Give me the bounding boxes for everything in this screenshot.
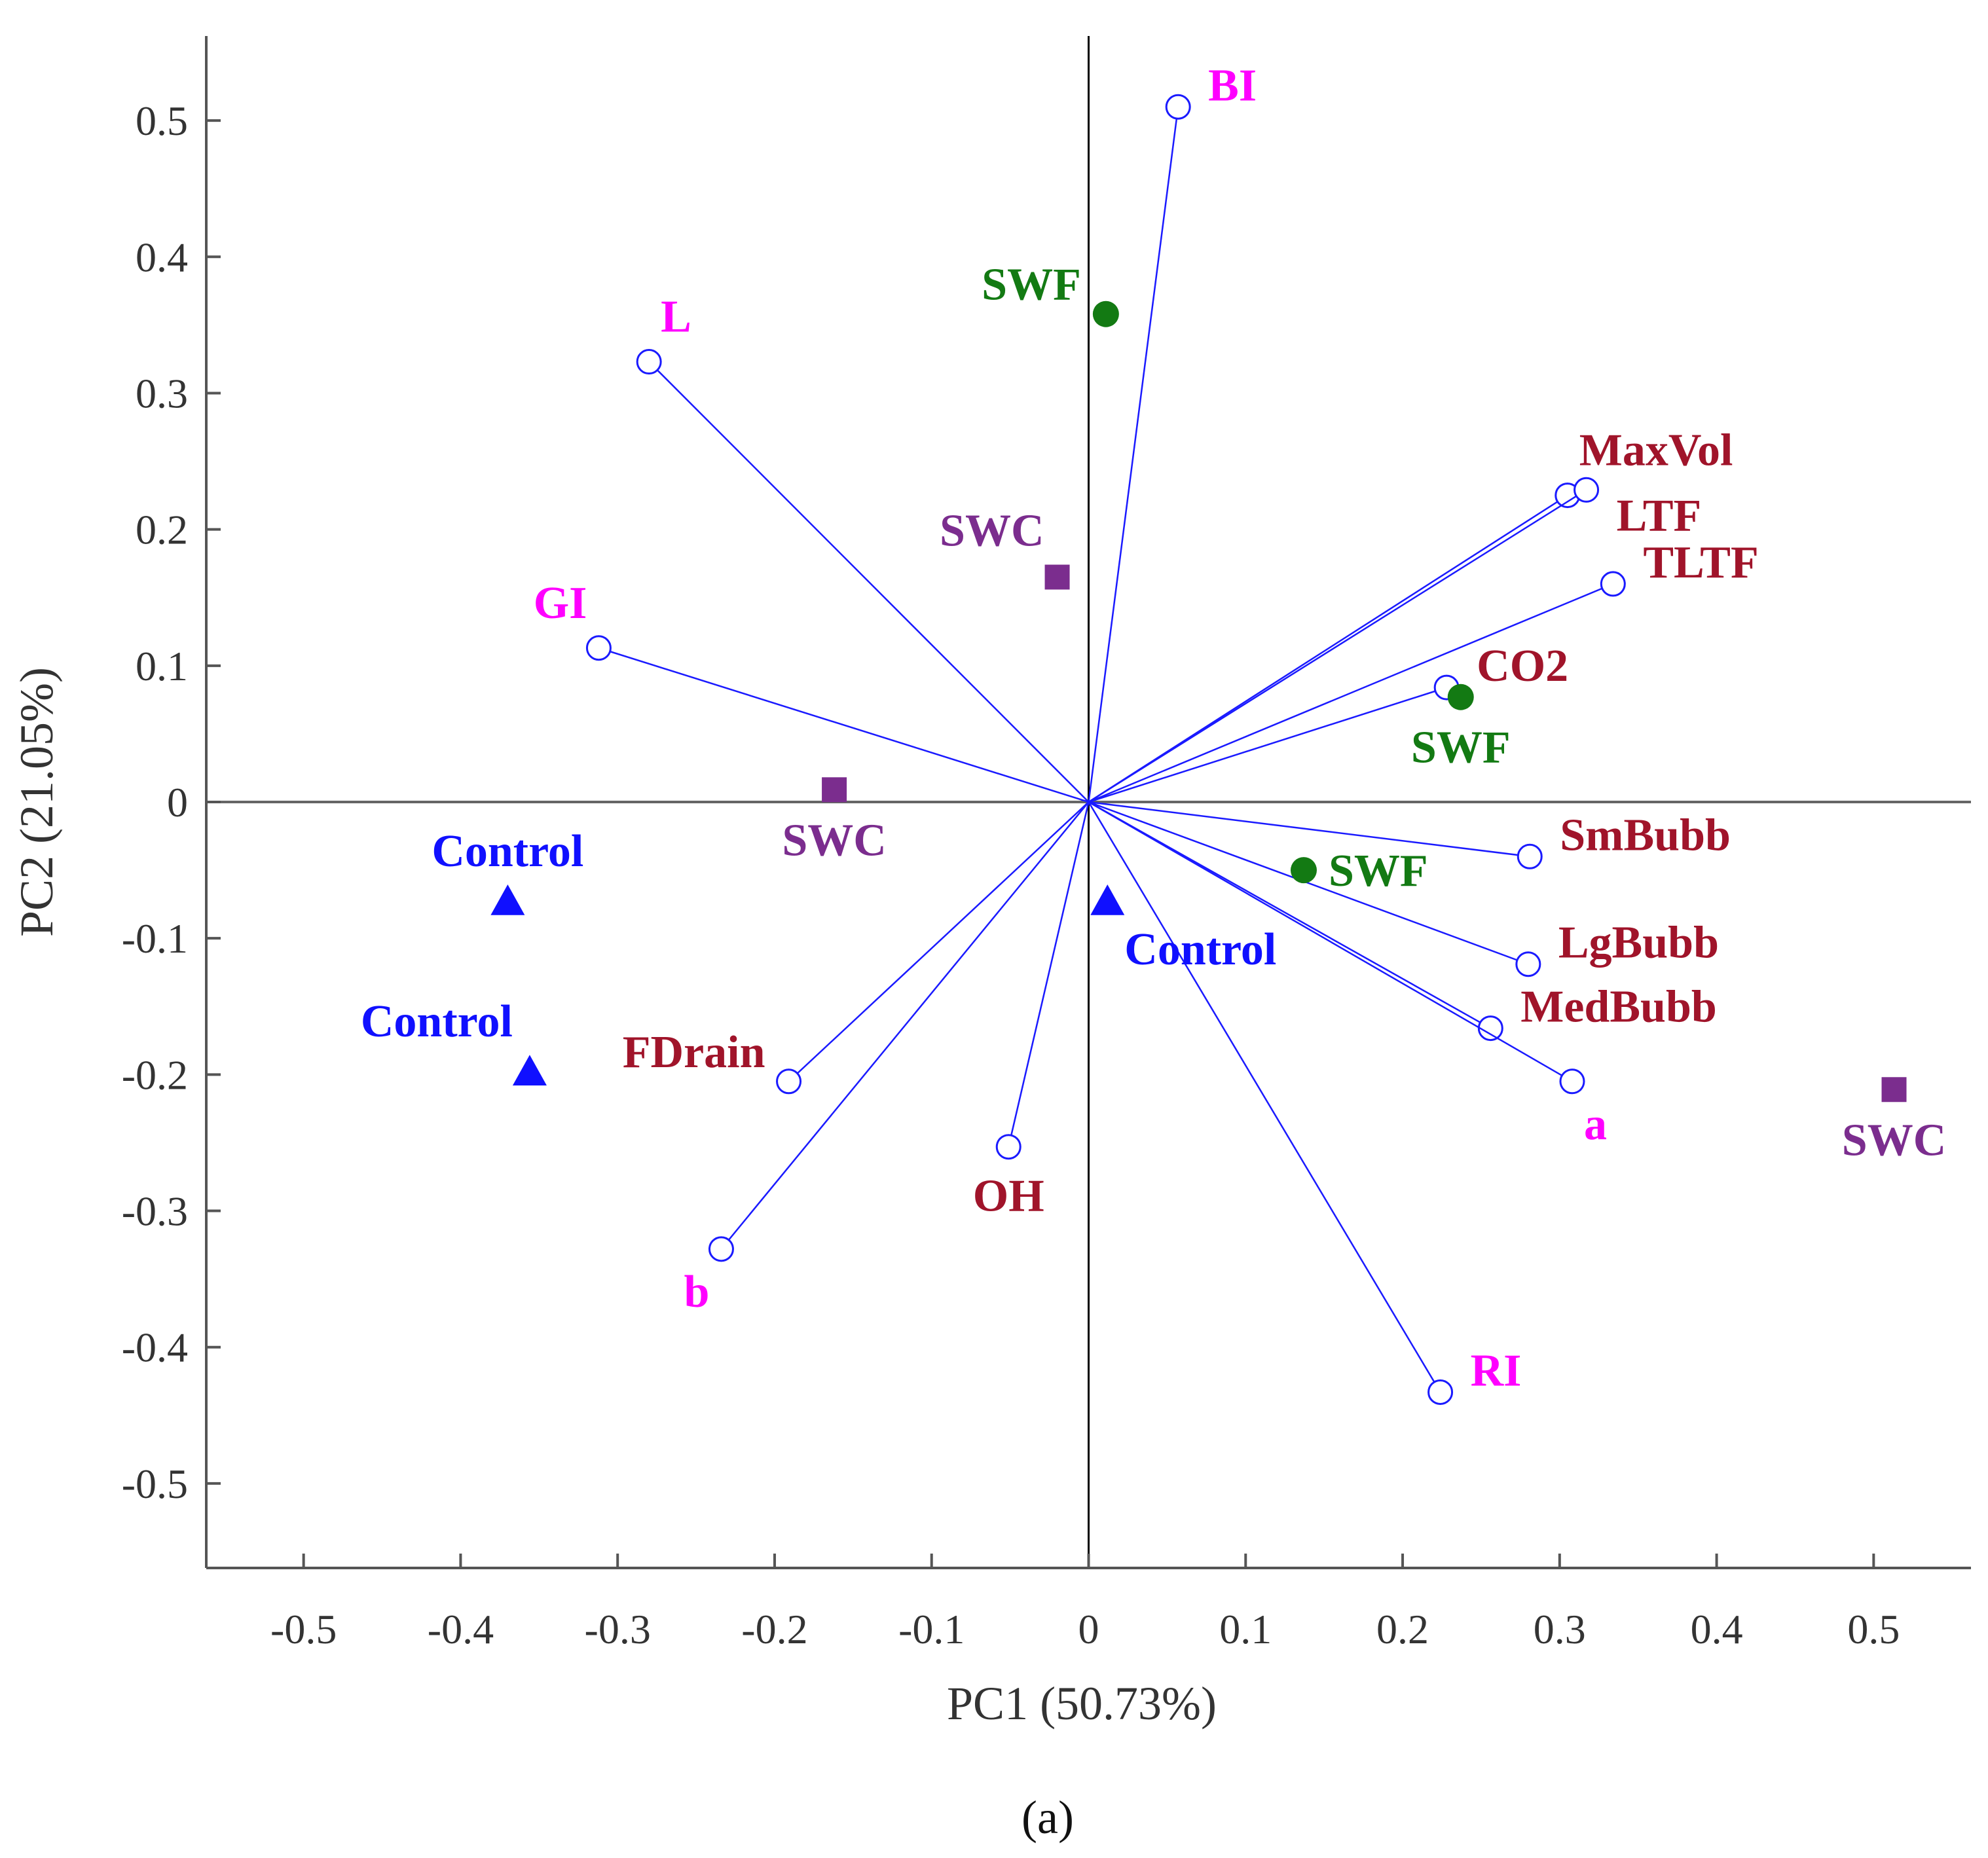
loadings-group bbox=[585, 94, 1626, 1405]
loading-line-tltf bbox=[1088, 583, 1613, 803]
obs-marker-swf-2 bbox=[1290, 857, 1317, 884]
loading-label-maxvol: MaxVol bbox=[1579, 426, 1733, 476]
loading-label-b: b bbox=[684, 1267, 710, 1317]
observations-group bbox=[490, 301, 1907, 1102]
loading-label-smbubb: SmBubb bbox=[1560, 810, 1731, 860]
loading-line-maxvol bbox=[1088, 494, 1568, 803]
obs-label-swf-2: SWF bbox=[1329, 846, 1428, 896]
loading-label-ltf: LTF bbox=[1617, 490, 1702, 541]
loading-line-gi bbox=[598, 647, 1089, 803]
loading-point-fdrain bbox=[776, 1068, 802, 1095]
loading-line-co2 bbox=[1088, 686, 1447, 803]
y-tick-label-2: 0.3 bbox=[136, 370, 188, 416]
y-tick-label-4: 0.1 bbox=[136, 643, 188, 689]
y-tick-label-7: -0.2 bbox=[122, 1051, 188, 1098]
x-tick-label-5: 0 bbox=[1078, 1606, 1099, 1652]
y-tick-label-6: -0.1 bbox=[122, 915, 188, 962]
loading-label-lgbubb: LgBubb bbox=[1558, 918, 1719, 968]
y-tick-label-0: 0.5 bbox=[136, 98, 188, 144]
x-tick-label-8: 0.3 bbox=[1534, 1606, 1586, 1652]
loading-line-ltf bbox=[1088, 489, 1587, 803]
loading-label-gi: GI bbox=[534, 578, 587, 628]
loading-point-medbubb bbox=[1477, 1015, 1503, 1042]
loading-point-b bbox=[708, 1236, 734, 1262]
y-tick-label-1: 0.4 bbox=[136, 234, 188, 280]
loading-point-a bbox=[1559, 1068, 1585, 1095]
obs-marker-swc-5 bbox=[1881, 1077, 1907, 1102]
loading-label-oh: OH bbox=[973, 1171, 1044, 1222]
loading-point-ltf bbox=[1574, 477, 1600, 503]
obs-marker-swc-4 bbox=[822, 777, 847, 803]
x-tick-label-6: 0.1 bbox=[1219, 1606, 1272, 1652]
y-tick-label-9: -0.4 bbox=[122, 1324, 188, 1371]
loading-point-gi bbox=[585, 635, 612, 661]
loading-point-smbubb bbox=[1517, 843, 1543, 869]
obs-label-swf-1: SWF bbox=[1411, 723, 1511, 773]
x-tick-label-10: 0.5 bbox=[1847, 1606, 1900, 1652]
y-tick-label-5: 0 bbox=[167, 779, 188, 826]
loading-point-ri bbox=[1427, 1379, 1454, 1405]
loading-line-oh bbox=[1008, 801, 1090, 1147]
y-tick-label-8: -0.3 bbox=[122, 1188, 188, 1235]
panel-label: (a) bbox=[1022, 1791, 1074, 1844]
loading-line-medbubb bbox=[1088, 801, 1491, 1029]
loading-point-oh bbox=[995, 1134, 1022, 1160]
y-tick-label-3: 0.2 bbox=[136, 507, 188, 553]
loading-label-medbubb: MedBubb bbox=[1520, 982, 1717, 1032]
x-tick-label-0: -0.5 bbox=[270, 1606, 337, 1652]
y-tick-label-10: -0.5 bbox=[122, 1461, 188, 1507]
x-tick-label-3: -0.2 bbox=[741, 1606, 807, 1652]
loading-point-lgbubb bbox=[1515, 951, 1541, 977]
obs-label-swc-5: SWC bbox=[1842, 1115, 1946, 1165]
loading-point-tltf bbox=[1600, 571, 1626, 597]
x-tick-label-9: 0.4 bbox=[1691, 1606, 1743, 1652]
obs-marker-swc-3 bbox=[1044, 564, 1070, 590]
obs-marker-control-6 bbox=[490, 884, 525, 915]
x-tick-label-7: 0.2 bbox=[1376, 1606, 1429, 1652]
loading-label-ri: RI bbox=[1471, 1345, 1522, 1396]
obs-label-swf-0: SWF bbox=[982, 260, 1081, 310]
loading-line-lgbubb bbox=[1088, 801, 1529, 965]
obs-marker-control-7 bbox=[512, 1055, 547, 1086]
obs-label-control-7: Control bbox=[361, 996, 513, 1047]
obs-marker-swf-0 bbox=[1092, 301, 1119, 327]
obs-label-control-6: Control bbox=[432, 826, 583, 877]
loading-label-co2: CO2 bbox=[1477, 641, 1568, 691]
loading-line-l bbox=[648, 361, 1090, 803]
x-tick-label-2: -0.3 bbox=[585, 1606, 651, 1652]
x-tick-label-1: -0.4 bbox=[428, 1606, 494, 1652]
loading-point-bi bbox=[1165, 94, 1191, 120]
loading-line-ri bbox=[1088, 801, 1441, 1393]
x-axis-title: PC1 (50.73%) bbox=[947, 1677, 1217, 1730]
obs-marker-control-8 bbox=[1090, 884, 1125, 915]
loading-label-l: L bbox=[661, 292, 691, 342]
obs-label-control-8: Control bbox=[1124, 924, 1276, 975]
loading-label-tltf: TLTF bbox=[1643, 537, 1758, 588]
axes-group: -0.5 -0.4 -0.3 -0.2 -0.1 0 0.1 0.2 0.3 0.4 0.5 0.5 0… bbox=[122, 36, 1971, 1652]
loading-line-fdrain bbox=[788, 801, 1090, 1082]
y-axis-title: PC2 (21.05%) bbox=[10, 667, 63, 937]
loading-point-l bbox=[636, 349, 662, 375]
obs-label-swc-3: SWC bbox=[940, 505, 1044, 556]
obs-marker-swf-1 bbox=[1447, 683, 1474, 710]
loading-line-b bbox=[720, 801, 1090, 1250]
obs-label-swc-4: SWC bbox=[782, 815, 886, 865]
loading-line-a bbox=[1088, 801, 1573, 1082]
x-tick-label-4: -0.1 bbox=[898, 1606, 965, 1652]
loading-label-bi: BI bbox=[1208, 60, 1257, 111]
loading-label-fdrain: FDrain bbox=[623, 1027, 765, 1078]
loading-label-a: a bbox=[1584, 1099, 1607, 1150]
loading-line-smbubb bbox=[1088, 801, 1530, 858]
loading-line-bi bbox=[1088, 107, 1179, 803]
